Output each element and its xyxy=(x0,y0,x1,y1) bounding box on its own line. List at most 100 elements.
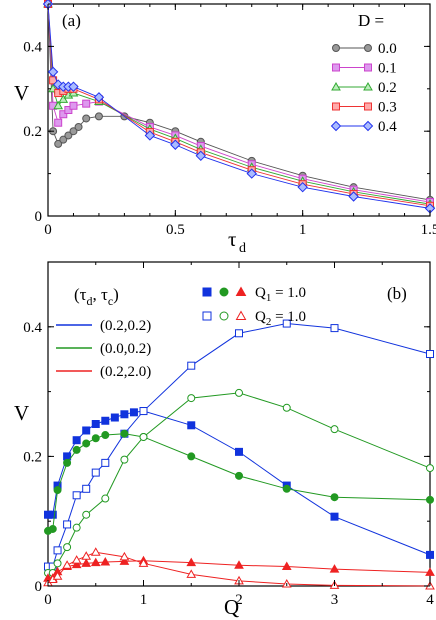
x-tick-label: 2 xyxy=(235,592,243,608)
data-point xyxy=(71,559,82,569)
data-point xyxy=(186,569,197,578)
data-point xyxy=(63,520,72,529)
data-point xyxy=(94,112,103,121)
legend-marker xyxy=(235,310,247,320)
data-point xyxy=(186,557,197,567)
panel-a-frame xyxy=(47,3,431,217)
data-point xyxy=(69,101,78,110)
data-point xyxy=(59,135,68,144)
legend-marker xyxy=(364,44,372,52)
legend-marker xyxy=(331,81,341,91)
data-point xyxy=(53,486,62,495)
data-point xyxy=(68,81,79,92)
x-tick-label: 0 xyxy=(44,592,52,608)
data-point xyxy=(330,512,339,521)
panel-b: 0 1 2 3 4 0 0.2 0.4 (b) V Q (τd, τc) (0.2,0.2) (0… xyxy=(14,261,435,619)
data-point xyxy=(187,361,196,370)
panel-a-xlabel-sub: d xyxy=(239,241,246,256)
data-point xyxy=(426,550,434,559)
data-point xyxy=(139,432,148,441)
y-tick-label: 0.2 xyxy=(23,449,42,465)
panel-b-axes: 0 1 2 3 4 0 0.2 0.4 xyxy=(23,261,434,608)
data-point xyxy=(82,510,91,519)
legend-marker xyxy=(332,44,340,52)
data-point xyxy=(129,408,138,417)
data-point xyxy=(48,524,57,533)
legend-label: 0.1 xyxy=(378,61,397,77)
legend-marker xyxy=(332,63,340,72)
data-point xyxy=(120,410,129,419)
data-point xyxy=(59,110,68,119)
panel-a-legend: D = 0.0 0.1 0.2 0.3 0.4 xyxy=(330,11,397,135)
data-point xyxy=(119,551,130,561)
data-point xyxy=(58,94,69,103)
data-point xyxy=(144,130,156,141)
data-point xyxy=(348,191,359,202)
legend-label: 0.2 xyxy=(378,80,397,96)
data-point xyxy=(53,100,64,110)
x-tick-label: 0.5 xyxy=(166,222,185,238)
data-point xyxy=(91,434,100,443)
legend-marker xyxy=(235,286,247,296)
data-point xyxy=(72,436,81,445)
data-point xyxy=(120,429,129,438)
data-point xyxy=(54,139,63,148)
y-tick-label: 0 xyxy=(35,209,43,225)
data-point xyxy=(72,491,81,500)
data-point xyxy=(187,421,196,430)
panel-b-ylabel: V xyxy=(14,401,29,425)
data-point xyxy=(90,557,101,567)
marker-legend-label: Q1 = 1.0 xyxy=(255,285,306,304)
x-tick-label: 1 xyxy=(140,592,148,608)
panel-a-legend-title: D = xyxy=(358,11,384,30)
data-point xyxy=(64,106,73,114)
data-point xyxy=(101,431,110,440)
data-point xyxy=(119,556,130,565)
data-point xyxy=(91,420,100,428)
legend-label: 0.3 xyxy=(378,100,397,116)
data-point xyxy=(53,559,62,568)
panel-a-axes: 0 0.5 1 1.5 0 0.2 0.4 xyxy=(23,3,436,238)
data-point xyxy=(69,127,78,136)
data-point xyxy=(170,139,181,150)
data-point xyxy=(187,394,196,403)
legend-label: (0.0,0.2) xyxy=(100,341,151,357)
data-point xyxy=(330,493,339,502)
data-point xyxy=(48,510,57,519)
data-point xyxy=(282,319,291,328)
data-point xyxy=(282,484,291,493)
data-point xyxy=(329,564,340,573)
data-point xyxy=(101,494,110,503)
legend-marker xyxy=(362,120,374,132)
panel-b-xlabel: Q xyxy=(224,595,239,619)
panel-a-ylabel: V xyxy=(14,81,29,105)
data-point xyxy=(100,557,111,566)
data-point xyxy=(101,458,110,467)
data-point xyxy=(426,464,434,473)
data-point xyxy=(82,484,91,493)
data-point xyxy=(235,329,243,338)
data-point xyxy=(63,458,72,467)
data-point xyxy=(235,388,243,397)
data-point xyxy=(138,558,149,567)
data-point xyxy=(195,150,207,161)
series-line xyxy=(47,3,431,205)
data-point xyxy=(91,468,100,477)
legend-marker xyxy=(219,287,229,297)
data-point xyxy=(93,92,105,103)
data-point xyxy=(81,551,92,560)
legend-marker xyxy=(202,311,212,321)
y-tick-label: 0 xyxy=(35,579,43,595)
legend-marker xyxy=(332,102,340,111)
x-tick-label: 0 xyxy=(44,222,52,238)
data-point xyxy=(246,168,257,179)
data-point xyxy=(187,452,196,461)
data-point xyxy=(101,416,110,425)
legend-marker xyxy=(202,287,212,297)
data-point xyxy=(53,546,62,555)
data-point xyxy=(62,560,72,569)
legend-label: (0.2,0.2) xyxy=(100,318,151,334)
data-point xyxy=(281,561,292,571)
data-point xyxy=(426,495,434,504)
